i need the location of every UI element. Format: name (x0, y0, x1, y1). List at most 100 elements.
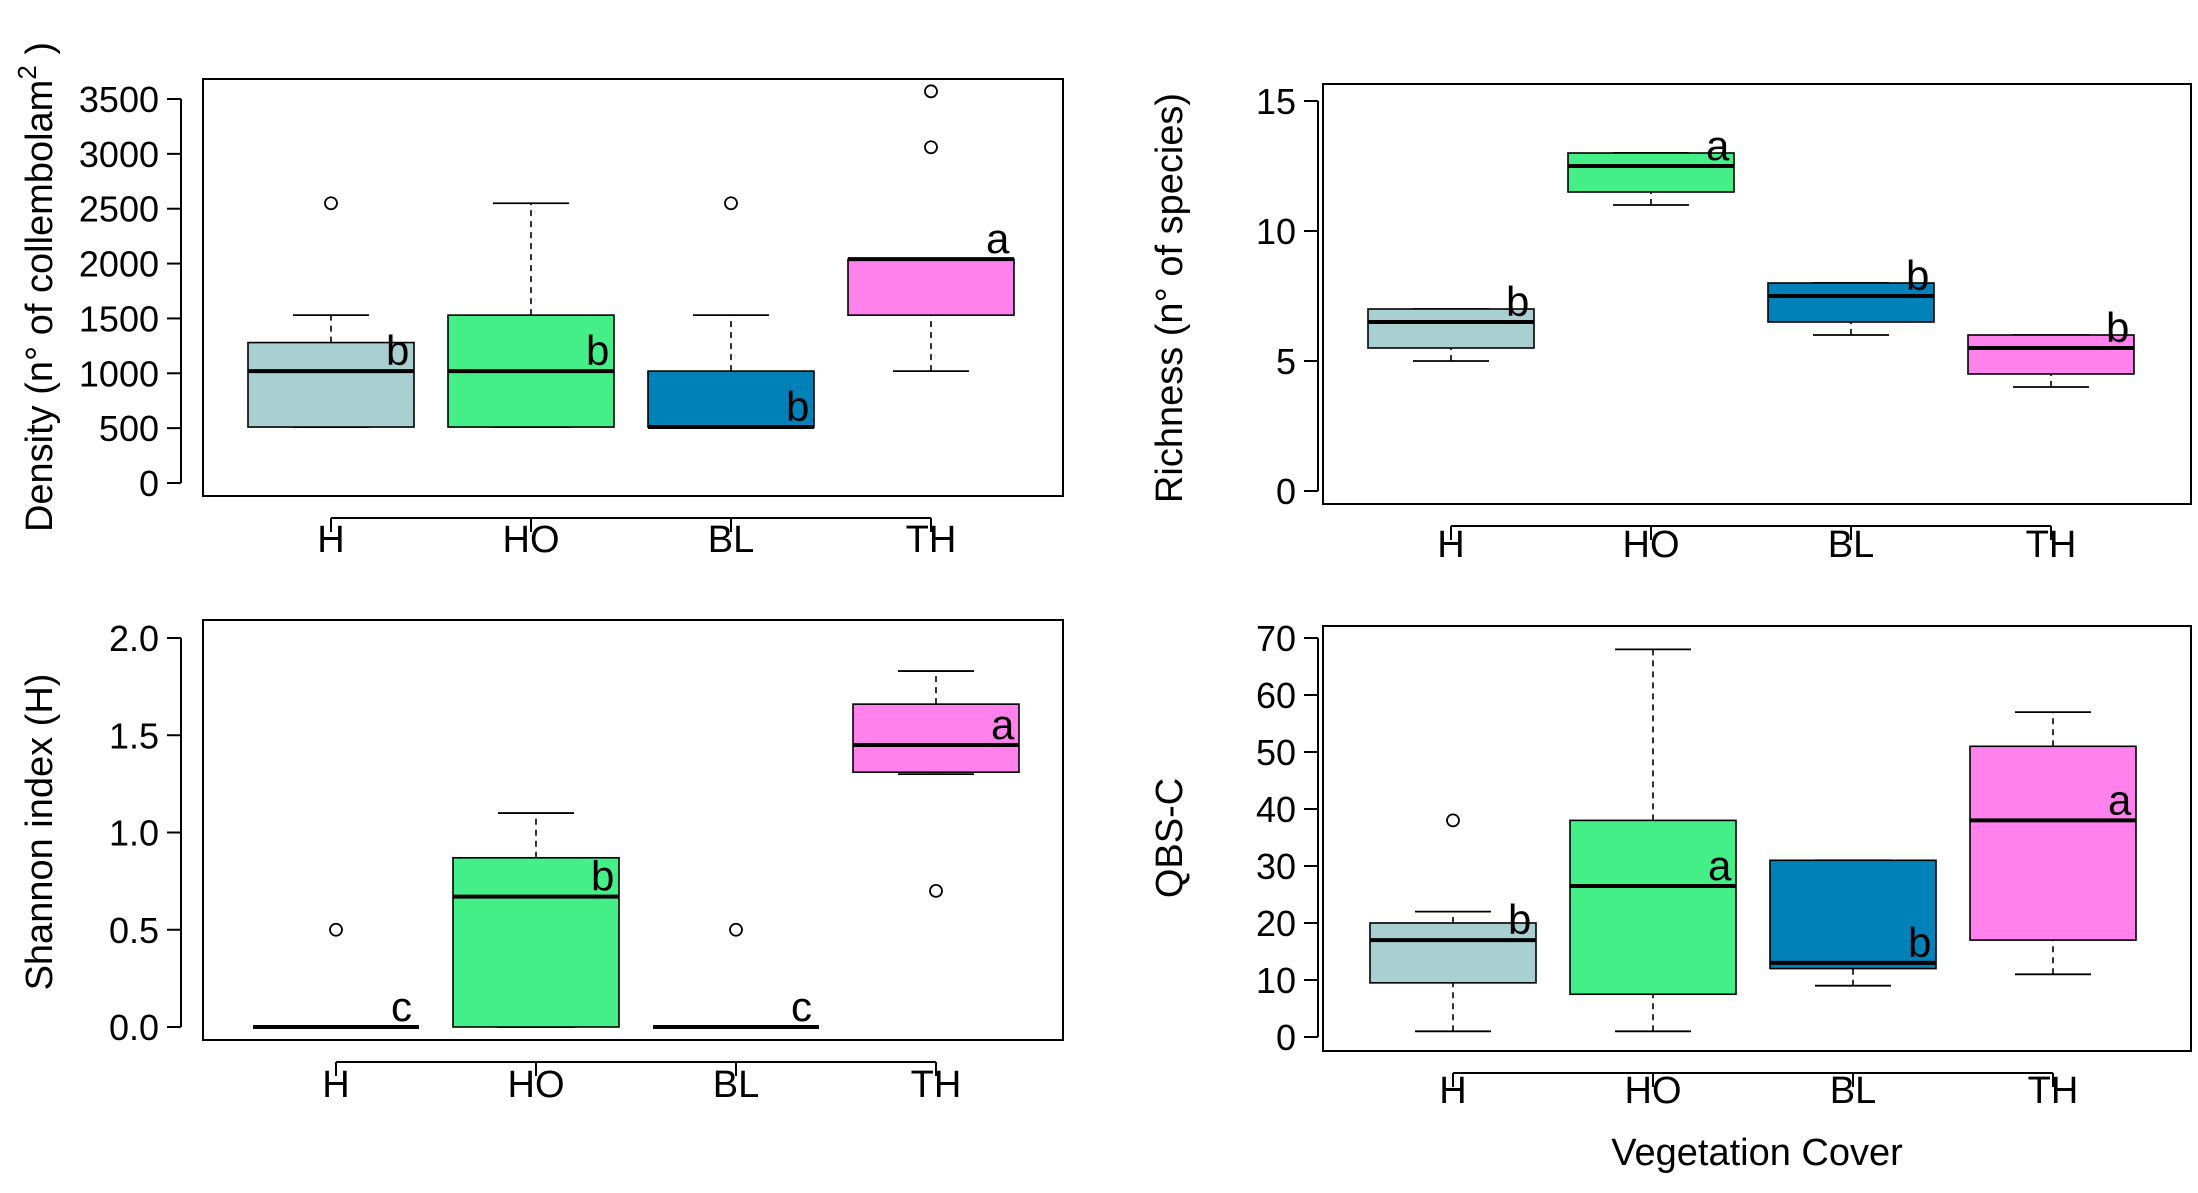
significance-letter: b (1508, 896, 1531, 943)
box-H: c (253, 922, 419, 1030)
x-category-label: HO (508, 1064, 565, 1106)
y-tick-label: 2500 (79, 189, 159, 230)
box-BL: b (1769, 859, 1937, 987)
box-TH: a (1969, 711, 2137, 976)
box-H: b (1367, 278, 1535, 362)
x-category-label: TH (2028, 1070, 2079, 1112)
y-axis-title: Richness (n° of species) (1149, 93, 1191, 503)
box-body (1369, 922, 1537, 984)
outlier-point (1446, 813, 1460, 828)
y-tick-label: 30 (1256, 846, 1296, 887)
outlier-point (729, 922, 743, 937)
box-body (1969, 745, 2137, 941)
box-BL: c (653, 922, 819, 1030)
x-category-label: HO (1623, 524, 1680, 566)
x-category-label: H (1439, 1070, 1466, 1112)
panel-qbsc: 0 10 20 30 40 50 60 70 H HO BL TH QBS-C Vegetation Co… (1149, 618, 2192, 1174)
box-TH: a (852, 670, 1020, 898)
box-HO: b (452, 812, 620, 1028)
plot-frame (202, 619, 1064, 1041)
box-H: b (1369, 813, 1537, 1033)
x-category-label: BL (1828, 524, 1874, 566)
y-tick-label: 70 (1256, 618, 1296, 659)
box-body (1569, 819, 1737, 996)
box-body (1769, 859, 1937, 970)
outlier-point (929, 883, 943, 898)
significance-letter: b (1506, 278, 1529, 325)
x-category-label: BL (713, 1064, 759, 1106)
x-category-label: BL (708, 519, 754, 561)
y-tick-label: 1.0 (109, 813, 159, 854)
box-body (452, 856, 620, 1028)
y-axis-title-end: ) (19, 42, 61, 65)
box-body (1967, 334, 2135, 375)
box-HO: b (447, 202, 615, 428)
y-tick-label: 2.0 (109, 618, 159, 659)
significance-letter: a (986, 215, 1010, 262)
y-tick-label: 0 (1276, 471, 1296, 512)
significance-letter: b (386, 327, 409, 374)
significance-letter: a (1706, 122, 1730, 169)
plot-frame (202, 78, 1064, 497)
panel-density: 0 500 1000 1500 2000 2500 3000 3500 H HO BL TH Densi… (12, 42, 1064, 561)
significance-letter: b (2106, 304, 2129, 351)
significance-letter: a (991, 701, 1015, 748)
y-tick-label: 3000 (79, 134, 159, 175)
box-body (852, 703, 1020, 774)
y-tick-label: 40 (1256, 789, 1296, 830)
y-axis-title-main: QBS-C (1149, 778, 1191, 898)
y-axis-title: Shannon index (H) (19, 674, 61, 991)
box-HO: a (1569, 648, 1737, 1033)
outlier-point (329, 922, 343, 937)
box-body (847, 258, 1015, 316)
box-BL: b (1767, 252, 1935, 336)
y-axis-title: QBS-C (1149, 778, 1191, 898)
box-TH: a (847, 84, 1015, 372)
y-tick-label: 10 (1256, 211, 1296, 252)
y-tick-label: 50 (1256, 732, 1296, 773)
x-axis-title: Vegetation Cover (1611, 1132, 1903, 1174)
box-body (1567, 152, 1735, 193)
y-tick-label: 1000 (79, 353, 159, 394)
significance-letter: a (1708, 842, 1732, 889)
significance-letter: b (586, 327, 609, 374)
significance-letter: b (1906, 252, 1929, 299)
y-tick-label: 10 (1256, 960, 1296, 1001)
y-tick-label: 0.5 (109, 910, 159, 951)
y-tick-label: 0.0 (109, 1007, 159, 1048)
x-category-label: HO (503, 519, 560, 561)
y-tick-label: 3500 (79, 79, 159, 120)
y-axis-title-main: Shannon index (H) (19, 674, 61, 991)
y-axis-title-superscript: 2 (12, 65, 42, 79)
significance-letter: c (391, 983, 412, 1030)
x-category-label: H (317, 519, 344, 561)
box-TH: b (1967, 304, 2135, 388)
panel-richness: 0 5 10 15 H HO BL TH Richness (n° of species) b a b… (1149, 81, 2192, 566)
x-category-label: TH (906, 519, 957, 561)
outlier-point (724, 196, 738, 211)
x-category-label: HO (1625, 1070, 1682, 1112)
significance-letter: c (791, 983, 812, 1030)
box-HO: a (1567, 122, 1735, 206)
significance-letter: b (1908, 919, 1931, 966)
y-tick-label: 5 (1276, 341, 1296, 382)
y-tick-label: 500 (99, 408, 159, 449)
y-tick-label: 0 (139, 463, 159, 504)
x-category-label: TH (911, 1064, 962, 1106)
panel-shannon: 0.0 0.5 1.0 1.5 2.0 H HO BL TH Shannon index (H) c… (19, 618, 1064, 1106)
x-category-label: BL (1830, 1070, 1876, 1112)
outlier-point (324, 196, 338, 211)
y-tick-label: 15 (1256, 81, 1296, 122)
y-tick-label: 20 (1256, 903, 1296, 944)
outlier-point (924, 140, 938, 155)
y-tick-label: 2000 (79, 244, 159, 285)
x-category-label: TH (2026, 524, 2077, 566)
box-body (647, 370, 815, 428)
significance-letter: b (786, 383, 809, 430)
y-axis-title: Density (n° of collembolam2 ) (12, 42, 61, 532)
outlier-point (924, 84, 938, 99)
plot-frame (1322, 625, 2192, 1052)
y-tick-label: 60 (1256, 675, 1296, 716)
box-BL: b (647, 196, 815, 430)
